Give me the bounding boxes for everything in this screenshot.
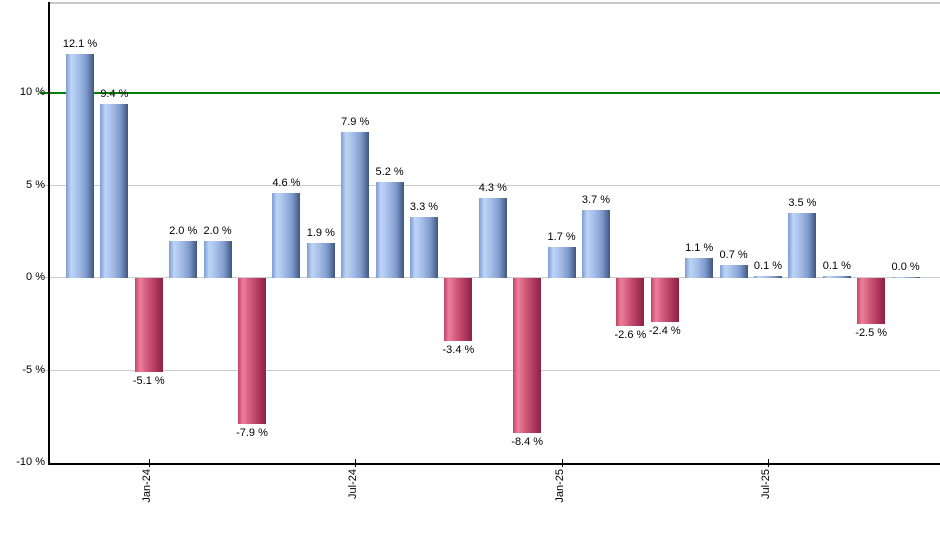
y-tick-label: 0 % [26,271,45,283]
bar-value-label: 0.1 % [822,260,851,273]
bar-value-label: 1.7 % [547,230,576,243]
bar-value-label: 3.3 % [409,200,439,213]
bar [650,278,679,323]
bar-value-label: 4.3 % [478,182,507,195]
bar-value-label: -5.1 % [132,375,165,388]
gridline [40,184,940,186]
bar [857,278,886,325]
bar [134,278,163,373]
bar [822,276,851,278]
y-tick-label: 10 % [19,86,45,98]
x-tick-label: Jul-25 [760,469,772,499]
y-tick-label: 5 % [26,178,45,191]
x-tick-label: Jan-24 [140,469,153,503]
bar [306,242,335,278]
gridline [40,369,940,371]
reference-line [40,92,940,94]
bar [410,216,438,278]
plot-top-border [50,2,940,4]
bar-value-label: -8.4 % [511,436,544,449]
bar-value-label: 5.2 % [375,165,404,178]
bar-value-label: -2.6 % [614,329,647,342]
bar-value-label: -2.4 % [648,325,681,338]
bar [582,209,610,279]
bar-value-label: 4.6 % [272,176,301,189]
bar [375,181,404,278]
bar [719,265,748,278]
bar-value-label: 0.7 % [719,249,748,262]
bar-value-label: 2.0 % [169,225,198,237]
bar [169,241,198,278]
bar [616,278,645,327]
bar-value-label: 12.1 % [62,38,98,51]
bar-value-label: -7.9 % [236,427,268,440]
bar-value-label: 1.1 % [685,241,714,254]
bar [66,54,94,278]
bar [444,278,473,341]
bar-value-label: -3.4 % [442,343,475,356]
bar [341,131,370,278]
bar-value-label: 2.0 % [203,225,232,237]
bar [100,104,129,278]
bar-value-label: 0.1 % [753,260,783,273]
bar-value-label: 0.0 % [891,260,920,273]
bar [547,246,576,278]
bar [272,192,301,278]
bar-value-label: -2.5 % [855,327,888,340]
bar-value-label: 9.4 % [100,88,129,101]
bar [788,213,817,279]
y-tick-label: -5 % [22,363,45,376]
y-axis-line [48,2,50,465]
bar-value-label: 7.9 % [341,115,370,128]
bar [891,276,920,278]
bar [754,276,782,278]
x-tick-label: Jan-25 [553,469,566,503]
bar-value-label: 1.9 % [306,226,335,239]
x-tick-label: Jul-24 [347,469,360,499]
bar [685,257,714,278]
x-axis-line [48,463,940,465]
bar-value-label: 3.7 % [581,193,611,206]
bar [203,241,232,278]
bar [513,278,542,434]
bar [478,198,507,278]
y-tick-label: -10 % [16,456,45,468]
bar-value-label: 3.5 % [788,197,817,210]
bar [238,278,266,425]
